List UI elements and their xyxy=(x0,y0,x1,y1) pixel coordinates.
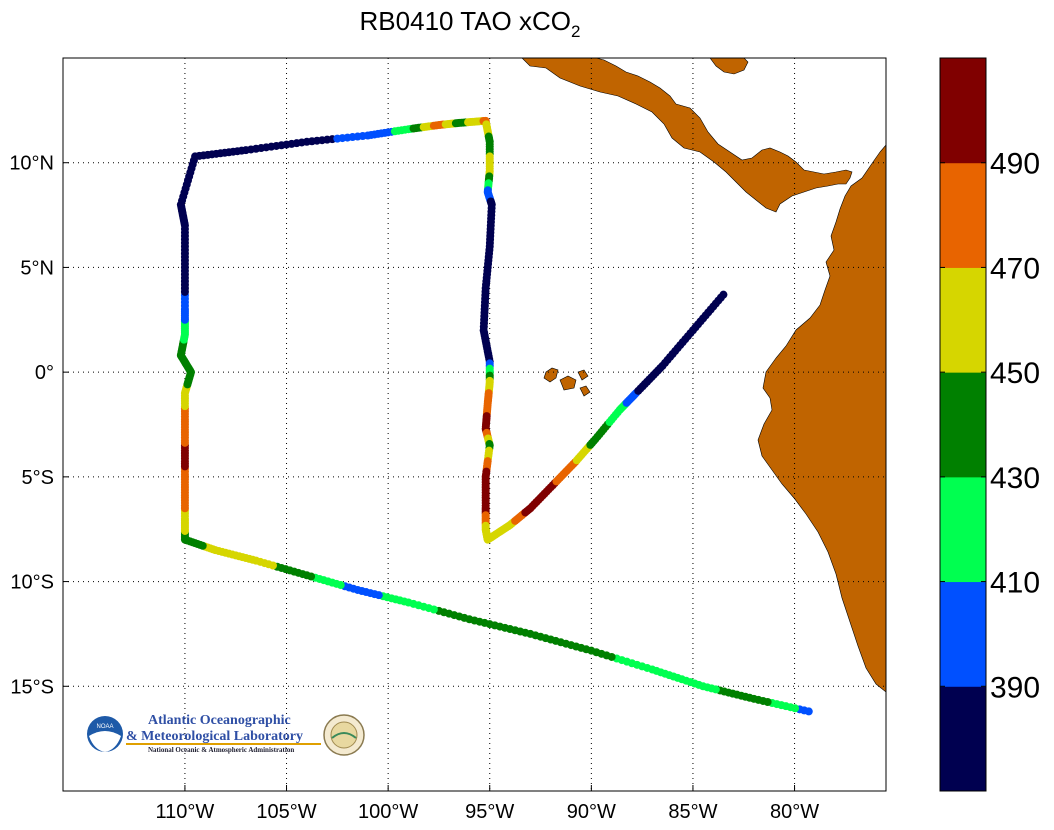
central-america-land xyxy=(521,58,853,213)
y-tick-label: 10°S xyxy=(10,572,54,594)
x-axis-ticks: 110°W 105°W 100°W 95°W 90°W 85°W 80°W xyxy=(156,785,819,823)
x-tick-label: 110°W xyxy=(156,801,215,823)
x-tick-label: 95°W xyxy=(465,801,514,823)
colorbar: 390 410 430 450 470 490 xyxy=(939,57,1040,792)
logo-line-3: National Oceanic & Atmospheric Administr… xyxy=(148,746,294,754)
colorbar-label: 470 xyxy=(990,252,1040,285)
x-tick-label: 105°W xyxy=(256,801,316,823)
x-tick-label: 85°W xyxy=(668,801,717,823)
land-layer xyxy=(521,58,886,693)
map-grid xyxy=(63,58,886,791)
plot-frame xyxy=(62,57,887,792)
y-tick-label: 15°S xyxy=(10,676,54,698)
colorbar-label: 430 xyxy=(990,462,1040,495)
colorbar-swatch xyxy=(940,162,986,268)
y-tick-label: 0° xyxy=(35,362,54,384)
noaa-emblem: NOAA xyxy=(87,716,123,752)
colorbar-label: 410 xyxy=(990,567,1040,600)
logo-line-2: & Meteorological Laboratory xyxy=(126,729,303,744)
aoml-seal-icon xyxy=(323,714,365,756)
x-tick-label: 100°W xyxy=(358,801,418,823)
x-tick-label: 90°W xyxy=(567,801,616,823)
svg-text:NOAA: NOAA xyxy=(96,724,113,730)
colorbar-swatch xyxy=(940,58,986,164)
colorbar-label: 490 xyxy=(990,148,1040,181)
y-tick-label: 5°S xyxy=(22,467,54,489)
colorbar-swatch xyxy=(940,686,986,792)
y-tick-label: 5°N xyxy=(20,257,54,279)
cruise-track xyxy=(176,116,813,716)
x-tick-label: 80°W xyxy=(770,801,819,823)
gulf-land xyxy=(709,58,749,75)
y-tick-label: 10°N xyxy=(9,153,54,175)
track-point xyxy=(719,290,728,299)
colorbar-label: 450 xyxy=(990,357,1040,390)
colorbar-swatch xyxy=(940,372,986,478)
colorbar-swatch xyxy=(940,581,986,687)
y-axis-ticks: 10°N 5°N 0° 5°S 10°S 15°S xyxy=(9,153,69,698)
colorbar-swatch xyxy=(940,267,986,373)
map-title: RB0410 TAO xCO2 xyxy=(359,6,581,41)
colorbar-label: 390 xyxy=(990,671,1040,704)
colorbar-frame xyxy=(939,57,987,792)
colorbar-swatch xyxy=(940,476,986,583)
logo-line-1: Atlantic Oceanographic xyxy=(148,713,291,728)
aoml-logo: NOAA Atlantic Oceanographic & Meteorolog… xyxy=(87,713,365,756)
galapagos-islands xyxy=(543,367,591,397)
south-america-land xyxy=(757,144,886,693)
